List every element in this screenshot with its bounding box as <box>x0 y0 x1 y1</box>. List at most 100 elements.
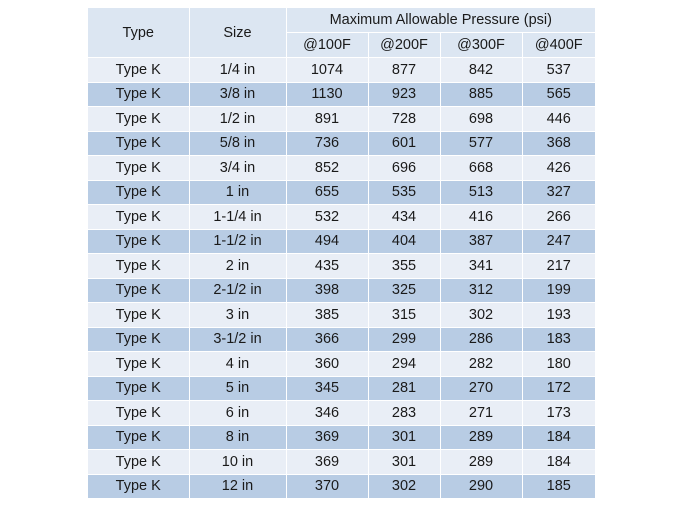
pressure-300f-cell: 302 <box>440 302 523 328</box>
pressure-100f-cell: 655 <box>286 180 369 205</box>
pressure-300f-cell: 668 <box>440 155 523 181</box>
pressure-400f-cell: 537 <box>522 57 596 83</box>
pressure-100f-cell: 494 <box>286 229 369 254</box>
table-row: Type K 3/8 in 1130 923 885 565 <box>88 82 596 107</box>
pressure-200f-cell: 877 <box>368 57 441 83</box>
type-cell: Type K <box>88 155 190 181</box>
pressure-200f-cell: 325 <box>368 278 441 303</box>
pressure-300f-cell: 577 <box>440 131 523 156</box>
pressure-200f-cell: 299 <box>368 327 441 352</box>
pressure-300f-cell: 289 <box>440 425 523 450</box>
pressure-100f-cell: 346 <box>286 400 369 426</box>
pressure-400f-cell: 327 <box>522 180 596 205</box>
table-row: Type K 1-1/4 in 532 434 416 266 <box>88 204 596 230</box>
pressure-100f-cell: 435 <box>286 253 369 279</box>
pressure-400f-cell: 172 <box>522 376 596 401</box>
table-row: Type K 1-1/2 in 494 404 387 247 <box>88 229 596 254</box>
pressure-400f-cell: 565 <box>522 82 596 107</box>
header-temp-400f: @400F <box>522 32 596 58</box>
size-cell: 12 in <box>189 474 287 499</box>
table-row: Type K 5/8 in 736 601 577 368 <box>88 131 596 156</box>
pressure-200f-cell: 315 <box>368 302 441 328</box>
type-cell: Type K <box>88 82 190 107</box>
pressure-100f-cell: 360 <box>286 351 369 377</box>
pressure-300f-cell: 270 <box>440 376 523 401</box>
header-size: Size <box>189 8 287 58</box>
table-header: Type Size Maximum Allowable Pressure (ps… <box>88 8 596 58</box>
size-cell: 3/4 in <box>189 155 287 181</box>
pressure-100f-cell: 532 <box>286 204 369 230</box>
pressure-table: Type Size Maximum Allowable Pressure (ps… <box>88 8 596 499</box>
pressure-200f-cell: 302 <box>368 474 441 499</box>
type-cell: Type K <box>88 400 190 426</box>
pressure-200f-cell: 434 <box>368 204 441 230</box>
pressure-200f-cell: 696 <box>368 155 441 181</box>
size-cell: 1/4 in <box>189 57 287 83</box>
size-cell: 3 in <box>189 302 287 328</box>
pressure-300f-cell: 842 <box>440 57 523 83</box>
header-type: Type <box>88 8 190 58</box>
table-row: Type K 3/4 in 852 696 668 426 <box>88 155 596 181</box>
pressure-400f-cell: 193 <box>522 302 596 328</box>
pressure-300f-cell: 387 <box>440 229 523 254</box>
pressure-300f-cell: 885 <box>440 82 523 107</box>
pressure-300f-cell: 289 <box>440 449 523 475</box>
size-cell: 5 in <box>189 376 287 401</box>
pressure-300f-cell: 341 <box>440 253 523 279</box>
table-row: Type K 1/2 in 891 728 698 446 <box>88 106 596 132</box>
size-cell: 3/8 in <box>189 82 287 107</box>
pressure-400f-cell: 217 <box>522 253 596 279</box>
type-cell: Type K <box>88 278 190 303</box>
pressure-400f-cell: 173 <box>522 400 596 426</box>
size-cell: 2 in <box>189 253 287 279</box>
pressure-400f-cell: 368 <box>522 131 596 156</box>
pressure-100f-cell: 398 <box>286 278 369 303</box>
size-cell: 1-1/4 in <box>189 204 287 230</box>
pressure-200f-cell: 301 <box>368 425 441 450</box>
size-cell: 3-1/2 in <box>189 327 287 352</box>
header-pressure-group: Maximum Allowable Pressure (psi) <box>286 8 596 33</box>
type-cell: Type K <box>88 327 190 352</box>
type-cell: Type K <box>88 180 190 205</box>
table-row: Type K 10 in 369 301 289 184 <box>88 449 596 475</box>
pressure-400f-cell: 247 <box>522 229 596 254</box>
pressure-100f-cell: 1130 <box>286 82 369 107</box>
type-cell: Type K <box>88 131 190 156</box>
size-cell: 2-1/2 in <box>189 278 287 303</box>
pressure-400f-cell: 426 <box>522 155 596 181</box>
table-row: Type K 1/4 in 1074 877 842 537 <box>88 57 596 83</box>
type-cell: Type K <box>88 253 190 279</box>
pressure-200f-cell: 283 <box>368 400 441 426</box>
type-cell: Type K <box>88 229 190 254</box>
pressure-100f-cell: 345 <box>286 376 369 401</box>
pressure-100f-cell: 369 <box>286 425 369 450</box>
pressure-400f-cell: 180 <box>522 351 596 377</box>
pressure-300f-cell: 513 <box>440 180 523 205</box>
type-cell: Type K <box>88 57 190 83</box>
pressure-400f-cell: 185 <box>522 474 596 499</box>
pressure-400f-cell: 199 <box>522 278 596 303</box>
header-temp-200f: @200F <box>368 32 441 58</box>
pressure-100f-cell: 852 <box>286 155 369 181</box>
pressure-300f-cell: 282 <box>440 351 523 377</box>
type-cell: Type K <box>88 106 190 132</box>
pressure-100f-cell: 366 <box>286 327 369 352</box>
pressure-200f-cell: 355 <box>368 253 441 279</box>
type-cell: Type K <box>88 351 190 377</box>
pressure-200f-cell: 301 <box>368 449 441 475</box>
pressure-100f-cell: 891 <box>286 106 369 132</box>
table-row: Type K 2-1/2 in 398 325 312 199 <box>88 278 596 303</box>
pressure-400f-cell: 446 <box>522 106 596 132</box>
type-cell: Type K <box>88 302 190 328</box>
pressure-100f-cell: 385 <box>286 302 369 328</box>
pressure-300f-cell: 416 <box>440 204 523 230</box>
pressure-200f-cell: 601 <box>368 131 441 156</box>
pressure-200f-cell: 281 <box>368 376 441 401</box>
header-temp-100f: @100F <box>286 32 369 58</box>
size-cell: 5/8 in <box>189 131 287 156</box>
size-cell: 1 in <box>189 180 287 205</box>
pressure-400f-cell: 266 <box>522 204 596 230</box>
